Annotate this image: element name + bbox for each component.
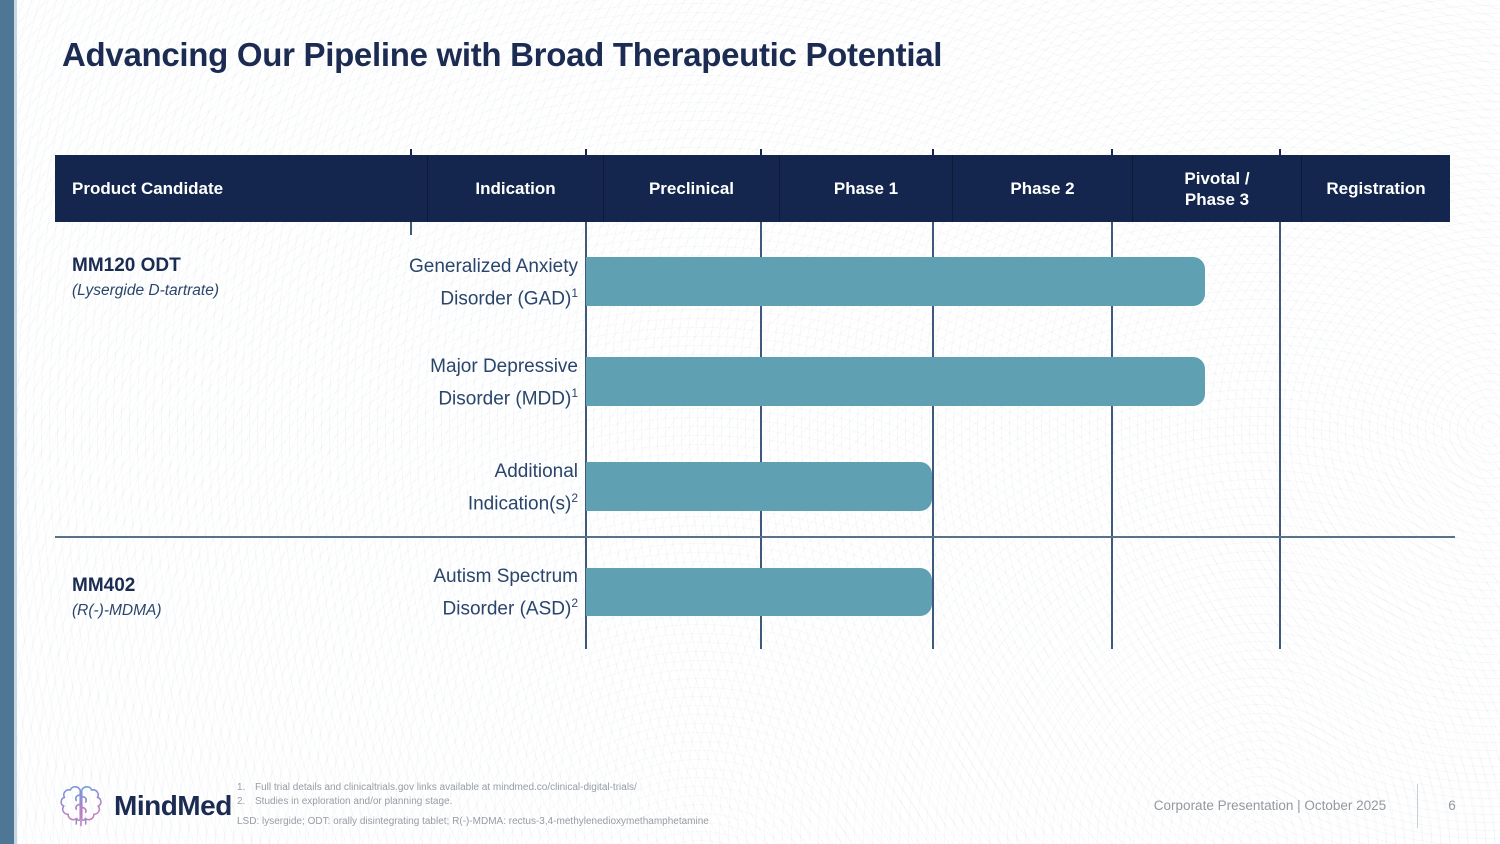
progress-bar-additional	[586, 462, 932, 511]
footer-divider	[1417, 784, 1418, 828]
stage-gridline-phase-1	[760, 222, 762, 649]
column-header-product-candidate: Product Candidate	[72, 179, 224, 198]
footnote-marker: 1	[571, 386, 578, 400]
abbreviations-note: LSD: lysergide; ODT: orally disintegrati…	[237, 816, 709, 827]
progress-bar-mdd	[586, 357, 1205, 406]
footer-presentation-label: Corporate Presentation | October 2025	[1153, 798, 1387, 813]
indication-label-asd: Autism Spectrum Disorder (ASD)2	[433, 566, 578, 620]
column-divider-tick	[410, 222, 412, 235]
progress-bar-asd	[586, 568, 932, 616]
brain-icon	[60, 786, 102, 827]
stage-gridline-pivotal	[1111, 222, 1113, 649]
page-number: 6	[1448, 798, 1456, 813]
column-header-pivotal-phase-3: Pivotal / Phase 3	[1132, 155, 1301, 222]
header-tick	[932, 149, 934, 155]
stage-gridline-phase-2	[932, 222, 934, 649]
product-compound: (R(-)-MDMA)	[72, 602, 162, 619]
footnote-1: 1. Full trial details and clinicaltrials…	[237, 782, 637, 793]
product-label-mm120-odt: MM120 ODT (Lysergide D-tartrate)	[72, 255, 219, 300]
footnote-2: 2. Studies in exploration and/or plannin…	[237, 796, 453, 807]
pipeline-table-header: Product Candidate Indication Preclinical…	[55, 155, 1450, 222]
footnote-marker: 2	[571, 596, 578, 610]
column-header-preclinical: Preclinical	[603, 155, 779, 222]
product-name: MM120 ODT	[72, 255, 181, 276]
footnote-marker: 1	[571, 286, 578, 300]
stage-gridline-registration	[1279, 222, 1281, 649]
column-header-phase-1: Phase 1	[779, 155, 952, 222]
product-compound: (Lysergide D-tartrate)	[72, 282, 220, 299]
slide-left-accent-bar	[0, 0, 17, 844]
progress-bar-gad	[586, 257, 1205, 306]
product-label-mm402: MM402 (R(-)-MDMA)	[72, 575, 162, 620]
mindmed-logo: MindMed	[56, 781, 232, 831]
product-name: MM402	[72, 575, 136, 596]
column-header-registration: Registration	[1301, 155, 1450, 222]
column-header-indication: Indication	[427, 155, 603, 222]
indication-label-gad: Generalized Anxiety Disorder (GAD)1	[409, 256, 578, 310]
product-group-separator	[55, 536, 1455, 538]
mindmed-wordmark: MindMed	[114, 790, 232, 821]
page-title: Advancing Our Pipeline with Broad Therap…	[62, 36, 943, 73]
header-tick	[1111, 149, 1113, 155]
footnote-marker: 2	[571, 491, 578, 505]
header-tick	[760, 149, 762, 155]
indication-label-additional: Additional Indication(s)2	[467, 461, 578, 515]
indication-label-mdd: Major Depressive Disorder (MDD)1	[430, 356, 578, 410]
header-tick	[585, 149, 587, 155]
header-tick	[410, 149, 412, 155]
column-header-phase-2: Phase 2	[952, 155, 1132, 222]
footnotes: 1. Full trial details and clinicaltrials…	[237, 782, 637, 810]
header-tick	[1279, 149, 1281, 155]
stage-gridline-preclinical	[585, 222, 587, 649]
